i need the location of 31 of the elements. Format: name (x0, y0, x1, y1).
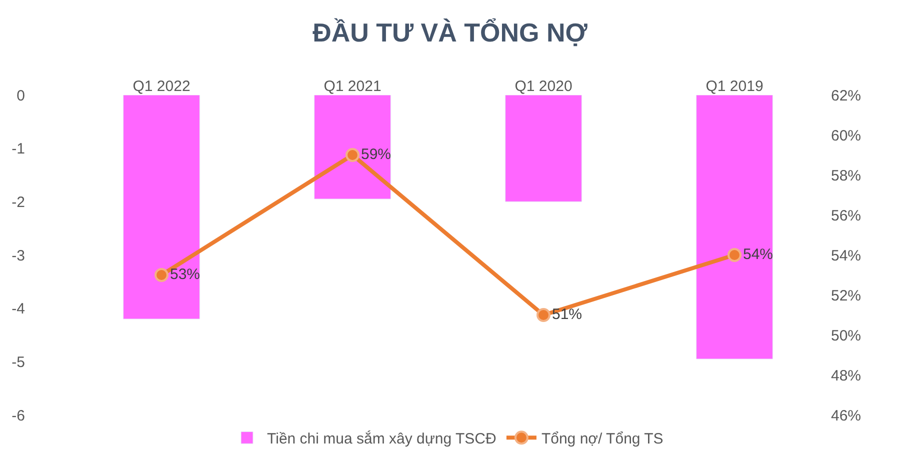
y2-tick-label: 52% (831, 287, 862, 304)
x-tick-label: Q1 2020 (514, 78, 572, 95)
y2-tick-label: 60% (831, 127, 862, 144)
y-tick-label: -5 (12, 354, 25, 371)
y2-tick-label: 46% (831, 407, 862, 424)
chart-title: ĐẦU TƯ VÀ TỔNG NỢ (312, 18, 588, 48)
point (154, 268, 168, 282)
y2-tick-label: 62% (831, 87, 862, 104)
y2-tick-label: 58% (831, 167, 862, 184)
x-tick-label: Q1 2022 (132, 78, 190, 95)
legend-label: Tổng nợ/ Tổng TS (541, 430, 664, 448)
point (728, 248, 742, 262)
point (536, 308, 550, 322)
y2-tick-label: 54% (831, 247, 862, 264)
x-tick-label: Q1 2021 (324, 78, 382, 95)
y2-tick-label: 50% (831, 327, 862, 344)
data-label: 51% (552, 306, 582, 323)
y-tick-label: -1 (12, 140, 25, 158)
data-label: 59% (361, 146, 392, 163)
y-tick-label: -6 (12, 407, 25, 424)
y-tick-label: -4 (12, 300, 25, 318)
y-tick-label: 0 (16, 87, 25, 104)
data-label: 53% (170, 266, 200, 283)
legend-label: Tiền chi mua sắm xây dựng TSCĐ (267, 430, 496, 448)
y2-tick-label: 48% (831, 367, 862, 384)
y2-tick-label: 56% (831, 207, 862, 224)
point (346, 148, 360, 162)
y-tick-label: -2 (12, 194, 25, 211)
y-tick-label: -3 (12, 247, 25, 264)
data-label: 54% (743, 246, 774, 263)
x-tick-label: Q1 2019 (706, 78, 764, 95)
